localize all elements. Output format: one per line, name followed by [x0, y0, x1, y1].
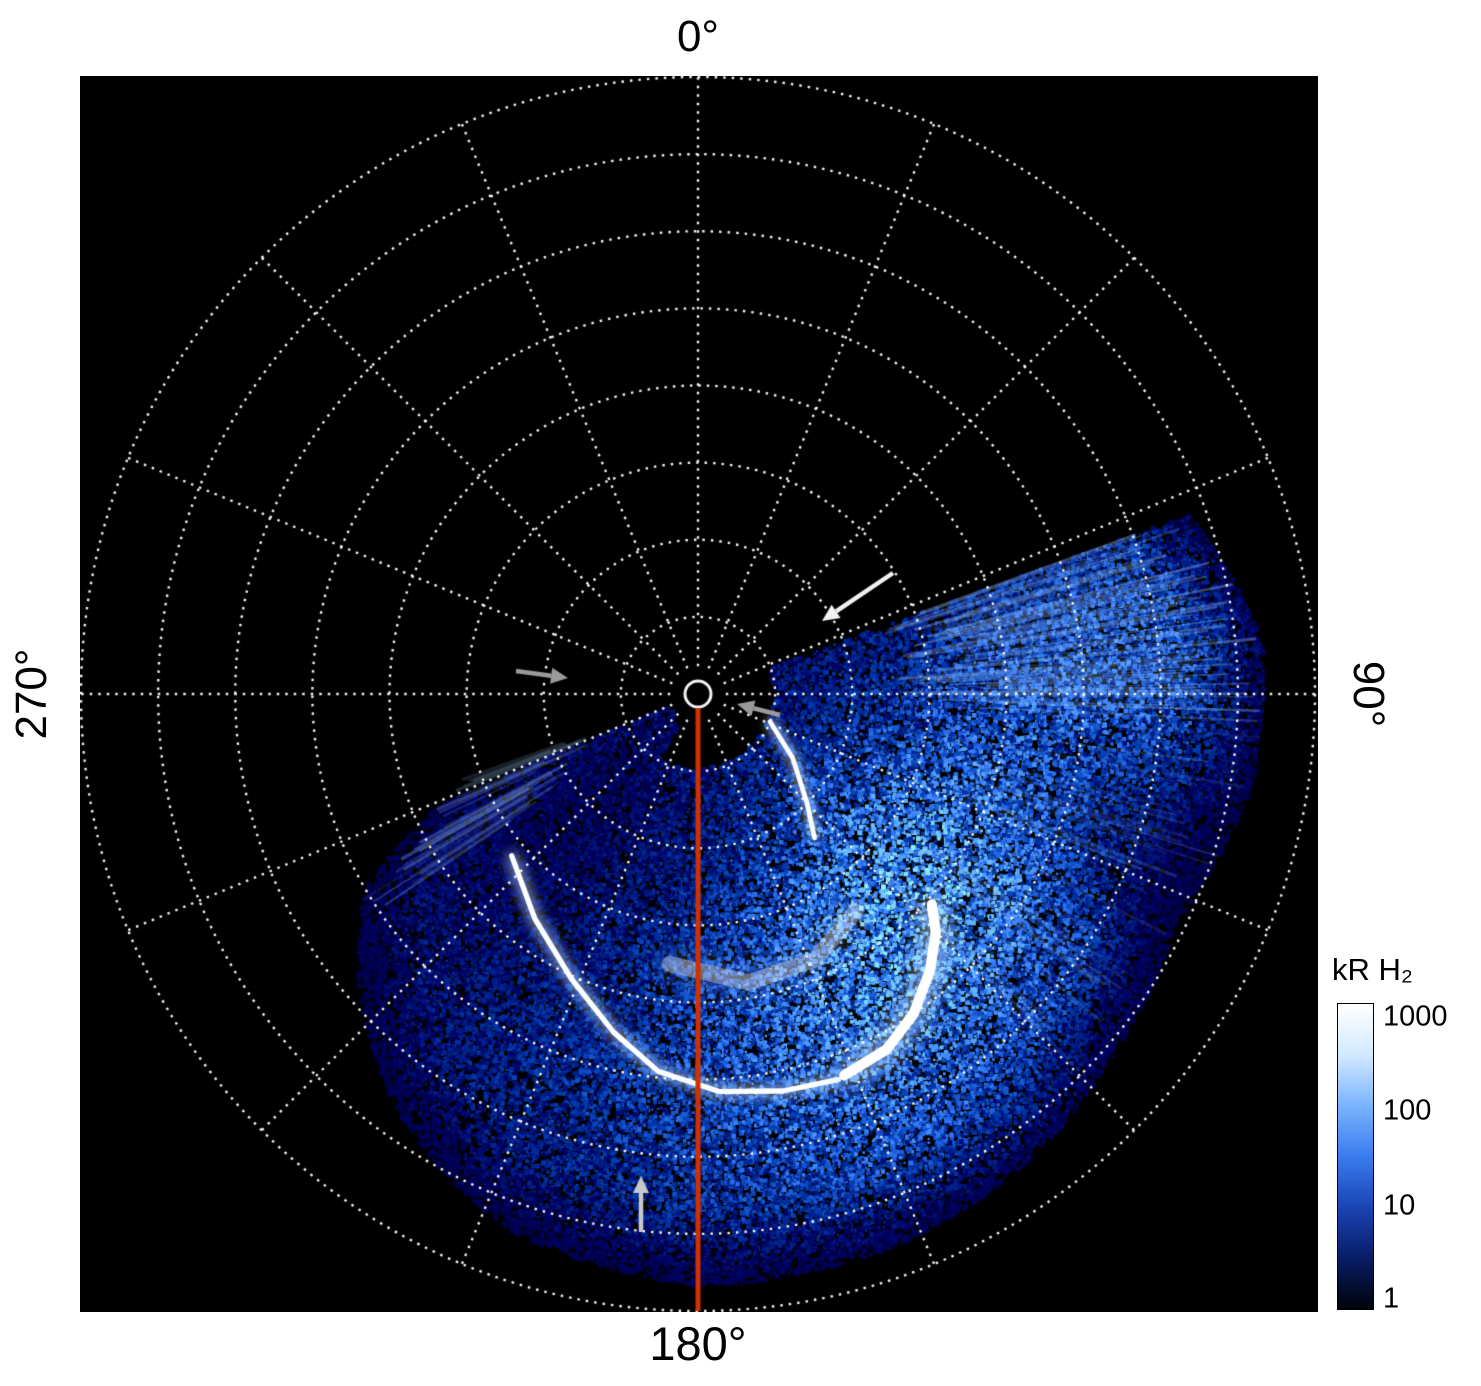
angle-label-90: 90° [1344, 660, 1393, 728]
colorbar-title: kR H₂ [1332, 952, 1413, 987]
colorbar-tick-100: 100 [1383, 1094, 1432, 1127]
colorbar: 1000 100 10 1 [1337, 1001, 1448, 1315]
angle-label-270: 270° [7, 648, 56, 740]
polar-plot-canvas [80, 76, 1318, 1312]
angle-label-0: 0° [676, 12, 720, 61]
colorbar-gradient [1337, 1003, 1374, 1310]
colorbar-tick-1: 1 [1383, 1282, 1400, 1315]
colorbar-tick-1000: 1000 [1383, 1000, 1448, 1033]
angle-label-180: 180° [649, 1317, 747, 1370]
colorbar-tick-10: 10 [1383, 1189, 1416, 1222]
polar-plot [80, 76, 1318, 1312]
